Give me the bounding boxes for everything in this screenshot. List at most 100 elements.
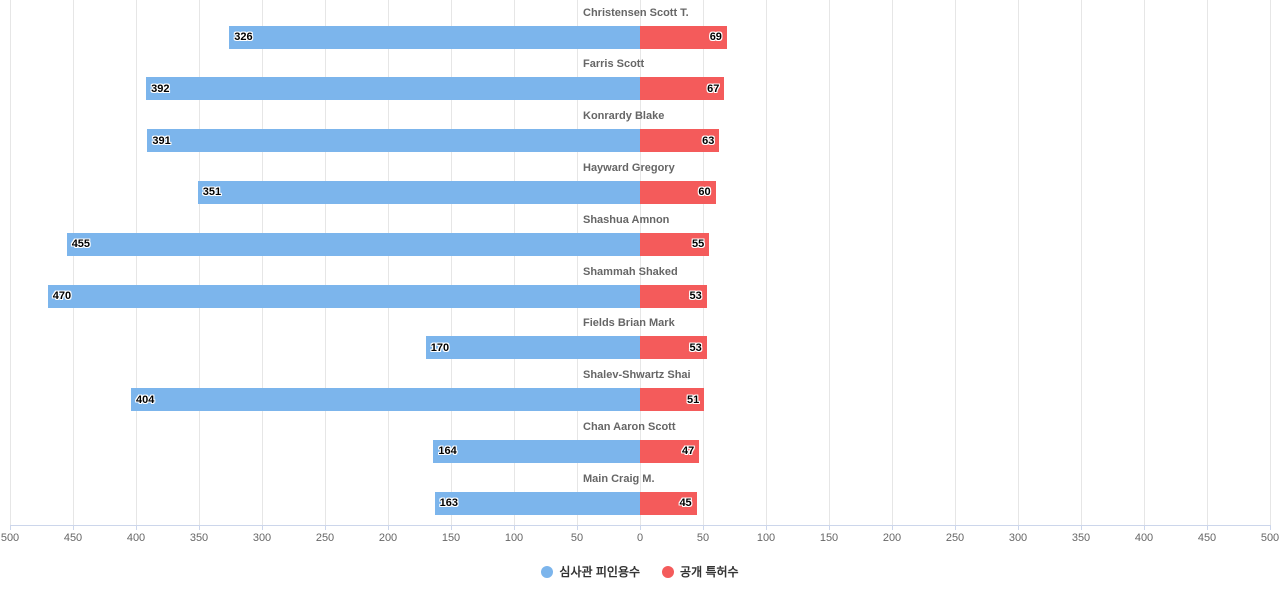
- gridline: [577, 0, 578, 525]
- bar-value-label: 164: [438, 445, 457, 458]
- bar-examiner-citations[interactable]: 455: [66, 232, 640, 256]
- bar-published-patents[interactable]: 53: [640, 284, 707, 308]
- gridline: [10, 0, 11, 525]
- axis-tick-label: 450: [63, 532, 83, 544]
- bar-value-label: 53: [689, 290, 702, 302]
- bar-value-label: 404: [135, 393, 155, 406]
- bar-value-label: 163: [439, 497, 458, 510]
- bar-value-label: 51: [687, 393, 700, 406]
- bar-value-label: 60: [698, 186, 711, 199]
- legend-marker-red-icon: [662, 565, 675, 578]
- bar-value-label: 455: [71, 238, 91, 251]
- bar-value-label: 69: [709, 31, 722, 43]
- bar-published-patents[interactable]: 55: [640, 232, 710, 256]
- axis-tick: [388, 525, 389, 530]
- axis-tick: [955, 525, 956, 530]
- gridline: [262, 0, 263, 525]
- gridline: [1207, 0, 1208, 525]
- bar-value-label: 53: [689, 341, 702, 354]
- category-label: Farris Scott: [583, 58, 645, 71]
- axis-tick-label: 100: [504, 532, 524, 544]
- category-label: Chan Aaron Scott: [583, 420, 676, 433]
- axis-tick-label: 300: [1008, 532, 1028, 544]
- axis-tick-label: 250: [945, 532, 965, 544]
- gridline: [388, 0, 389, 525]
- axis-tick: [199, 525, 200, 530]
- legend-label: 심사관 피인용수: [559, 565, 641, 579]
- axis-tick: [829, 525, 830, 530]
- axis-tick-label: 150: [441, 532, 461, 544]
- axis-tick: [262, 525, 263, 530]
- bar-examiner-citations[interactable]: 170: [425, 336, 640, 360]
- bar-value-label: 47: [681, 445, 695, 458]
- gridline: [1018, 0, 1019, 525]
- axis-tick: [703, 525, 704, 530]
- bar-examiner-citations[interactable]: 351: [197, 180, 640, 204]
- legend-marker-blue-icon: [541, 565, 554, 578]
- axis-tick: [892, 525, 893, 530]
- axis-tick: [577, 525, 578, 530]
- axis-tick-label: 500: [1260, 532, 1280, 544]
- gridline: [1144, 0, 1145, 525]
- gridline: [1081, 0, 1082, 525]
- axis-tick-label: 200: [882, 532, 902, 544]
- category-label: Main Craig M.: [583, 472, 655, 485]
- gridline: [1270, 0, 1271, 525]
- axis-tick-label: 300: [252, 532, 272, 544]
- gridline: [703, 0, 704, 525]
- bar-examiner-citations[interactable]: 392: [146, 77, 640, 101]
- bar-examiner-citations[interactable]: 470: [47, 284, 640, 308]
- gridline: [514, 0, 515, 525]
- bar-examiner-citations[interactable]: 163: [434, 491, 640, 515]
- bar-published-patents[interactable]: 47: [640, 439, 700, 463]
- axis-tick: [1270, 525, 1271, 530]
- axis-tick: [136, 525, 137, 530]
- category-label: Fields Brian Mark: [583, 317, 675, 330]
- bar-published-patents[interactable]: 63: [640, 129, 720, 153]
- legend-item-examiner-citations[interactable]: 심사관 피인용수: [541, 563, 640, 580]
- axis-tick: [451, 525, 452, 530]
- bar-published-patents[interactable]: 69: [640, 25, 727, 49]
- bar-examiner-citations[interactable]: 404: [130, 388, 640, 412]
- axis-tick-label: 450: [1197, 532, 1217, 544]
- bar-value-label: 67: [707, 82, 720, 95]
- bar-published-patents[interactable]: 45: [640, 491, 697, 515]
- category-label: Konrardy Blake: [583, 110, 665, 123]
- category-label: Shalev-Shwartz Shai: [583, 369, 691, 382]
- gridline: [892, 0, 893, 525]
- bar-value-label: 63: [702, 134, 715, 147]
- bar-value-label: 170: [430, 341, 450, 354]
- bar-value-label: 470: [52, 290, 72, 302]
- axis-tick: [1018, 525, 1019, 530]
- axis-tick: [1081, 525, 1082, 530]
- bar-value-label: 392: [151, 82, 170, 95]
- gridline: [73, 0, 74, 525]
- bar-value-label: 55: [692, 238, 705, 251]
- axis-tick-label: 50: [696, 532, 710, 544]
- bar-published-patents[interactable]: 51: [640, 388, 705, 412]
- legend: 심사관 피인용수 공개 특허수: [0, 563, 1280, 580]
- bar-published-patents[interactable]: 60: [640, 180, 716, 204]
- bar-examiner-citations[interactable]: 164: [433, 439, 640, 463]
- axis-tick: [766, 525, 767, 530]
- bar-published-patents[interactable]: 53: [640, 336, 707, 360]
- axis-tick: [514, 525, 515, 530]
- gridline: [766, 0, 767, 525]
- gridline: [640, 0, 641, 525]
- legend-item-published-patents[interactable]: 공개 특허수: [662, 563, 739, 580]
- axis-tick: [640, 525, 641, 530]
- bar-examiner-citations[interactable]: 391: [147, 129, 640, 153]
- gridline: [136, 0, 137, 525]
- axis-tick: [1207, 525, 1208, 530]
- axis-tick: [325, 525, 326, 530]
- gridline: [955, 0, 956, 525]
- axis-tick-label: 150: [819, 532, 839, 544]
- x-axis-line: [10, 525, 1270, 526]
- gridline: [451, 0, 452, 525]
- axis-tick: [73, 525, 74, 530]
- gridline: [829, 0, 830, 525]
- bar-value-label: 45: [679, 497, 692, 510]
- bar-examiner-citations[interactable]: 326: [229, 25, 640, 49]
- bar-published-patents[interactable]: 67: [640, 77, 725, 101]
